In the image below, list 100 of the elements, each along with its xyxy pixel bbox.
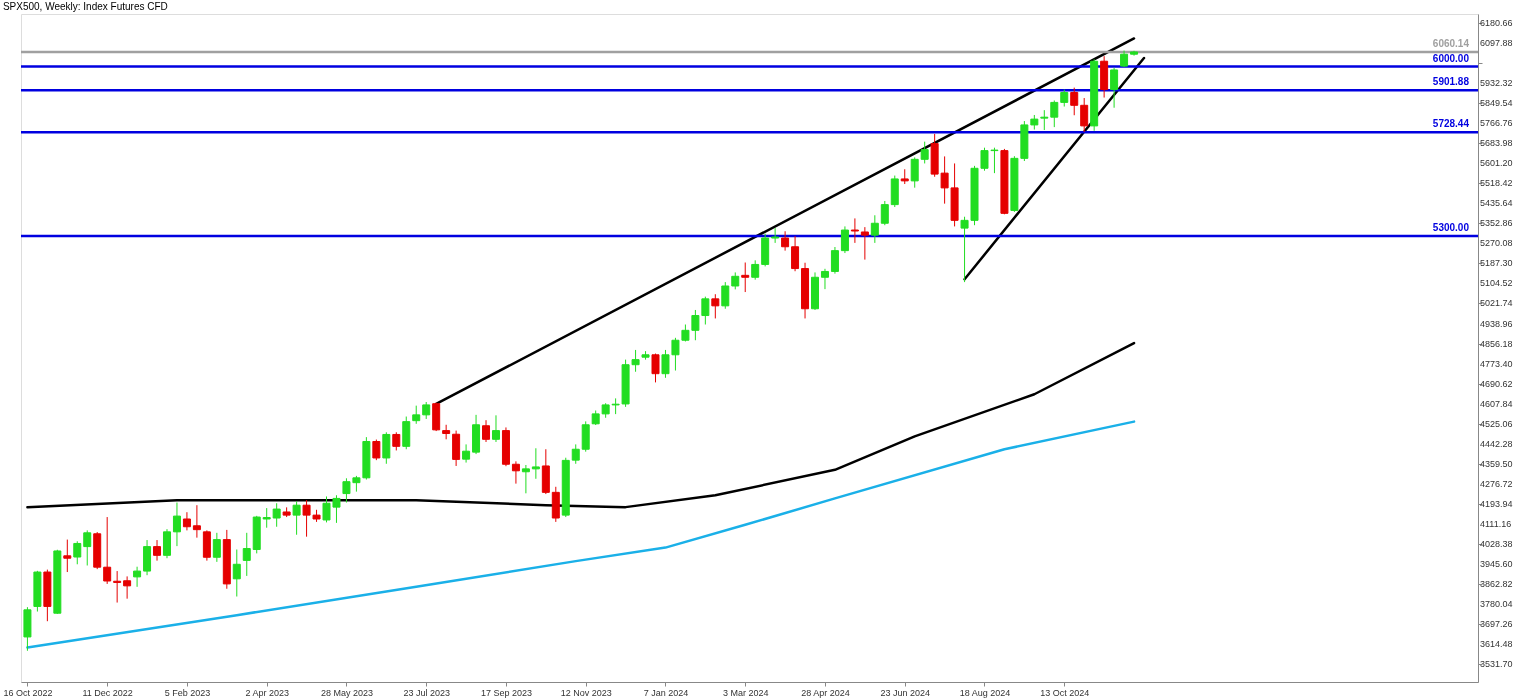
y-tick-label: 5932.32	[1480, 77, 1513, 88]
x-tick-label: 18 Aug 2024	[959, 687, 1011, 698]
candlestick	[531, 447, 540, 480]
candlestick	[73, 540, 82, 565]
candlestick	[63, 539, 72, 573]
x-tick-label: 16 Oct 2022	[3, 687, 53, 698]
x-tick-label: 13 Oct 2024	[1040, 687, 1090, 698]
y-tick-label: 3531.70	[1480, 659, 1513, 670]
candlestick	[212, 532, 221, 563]
y-tick-label: 3697.26	[1480, 619, 1513, 630]
y-tick-label: 4193.94	[1480, 498, 1513, 509]
ref-line-label: 5300.00	[1432, 222, 1470, 234]
candlestick	[1040, 109, 1049, 131]
y-tick-label: 4276.72	[1480, 478, 1513, 489]
y-tick-label: 5104.52	[1480, 278, 1513, 289]
candlestick	[521, 464, 530, 494]
candlestick	[741, 262, 750, 293]
x-tick-label: 3 Mar 2024	[722, 687, 769, 698]
ref-line-label: 5728.44	[1432, 118, 1470, 130]
y-tick-label: 6180.66	[1480, 17, 1513, 28]
y-tick-label: 5270.08	[1480, 238, 1513, 249]
y-tick-label: 4773.40	[1480, 358, 1513, 369]
candlestick	[651, 353, 660, 383]
candlestick	[272, 502, 281, 528]
candlestick	[511, 460, 520, 485]
candlestick	[182, 511, 191, 531]
candlestick	[910, 156, 919, 189]
candlestick	[920, 141, 929, 164]
y-tick-label: 4938.96	[1480, 318, 1513, 329]
y-tick-label: 3862.82	[1480, 579, 1513, 590]
ref-line-label: 5901.88	[1432, 76, 1470, 88]
y-tick-label: 4111.16	[1480, 519, 1512, 530]
candlestick	[1110, 67, 1119, 109]
y-tick-label: 4028.38	[1480, 539, 1513, 550]
x-tick-label: 17 Sep 2023	[480, 687, 532, 698]
y-tick-label: 6097.88	[1480, 37, 1513, 48]
candlestick	[721, 281, 730, 310]
candlestick	[711, 293, 720, 319]
candlestick	[482, 419, 491, 443]
y-tick-label: 4690.62	[1480, 378, 1513, 389]
x-tick-label: 7 Jan 2024	[643, 687, 689, 698]
candlestick	[791, 235, 800, 272]
y-tick-label: 4359.50	[1480, 458, 1513, 469]
candlestick	[153, 539, 162, 562]
candlestick	[830, 246, 839, 275]
candlestick	[1080, 97, 1089, 133]
candlestick	[850, 217, 859, 244]
candlestick	[781, 230, 790, 252]
candlestick	[192, 504, 201, 539]
x-tick-label: 28 Apr 2024	[801, 687, 850, 698]
y-tick-label: 5518.42	[1480, 178, 1513, 189]
candlestick	[412, 405, 421, 425]
x-tick-label: 5 Feb 2023	[164, 687, 211, 698]
candlestick	[382, 431, 391, 465]
candlestick	[372, 439, 381, 461]
y-tick-label: 5187.30	[1480, 258, 1513, 269]
y-tick-label: 4442.28	[1480, 438, 1513, 449]
y-tick-label: 5683.98	[1480, 138, 1513, 149]
y-tick-label: 3780.04	[1480, 599, 1513, 610]
candlestick	[262, 507, 271, 529]
y-tick-label: 3614.48	[1480, 639, 1513, 650]
candlestick	[242, 532, 251, 577]
x-tick-label: 23 Jun 2024	[880, 687, 931, 698]
x-tick-label: 23 Jul 2023	[403, 687, 450, 698]
candlestick	[133, 566, 142, 588]
y-tick-label: 5435.64	[1480, 198, 1513, 209]
candlestick	[232, 549, 241, 597]
y-tick-label: 5849.54	[1480, 98, 1513, 108]
candlestick	[163, 528, 171, 559]
candlestick	[113, 570, 122, 604]
candlestick	[442, 424, 451, 440]
chart-title: SPX500, Weekly: Index Futures CFD	[2, 1, 168, 12]
candlestick	[462, 443, 471, 464]
candlestick	[860, 226, 869, 261]
candlestick	[771, 227, 780, 244]
ref-line-label: 6000.00	[1432, 52, 1470, 64]
candlestick	[571, 443, 580, 465]
candlestick	[392, 431, 401, 451]
x-tick-label: 12 Nov 2023	[560, 687, 612, 698]
y-tick-label: 4856.18	[1480, 338, 1513, 349]
candlestick	[880, 200, 889, 226]
candlestick	[1050, 99, 1059, 128]
y-tick-label: 4607.84	[1480, 398, 1513, 409]
candlestick	[840, 225, 849, 254]
y-tick-label: 5352.86	[1480, 218, 1513, 229]
candlestick	[292, 500, 301, 536]
line-series	[26, 420, 1136, 649]
candlestick	[103, 516, 112, 585]
y-tick-label: 5766.76	[1480, 118, 1513, 129]
ref-line-label: 6060.14	[1432, 37, 1470, 49]
candlestick	[123, 575, 132, 600]
candlestick	[870, 214, 879, 244]
y-tick-label: 3945.60	[1480, 559, 1513, 570]
candlestick	[172, 502, 181, 547]
candlestick	[1070, 87, 1079, 116]
y-tick-label: 4525.06	[1480, 418, 1513, 429]
x-tick-label: 11 Dec 2022	[82, 687, 133, 698]
y-tick-label: 5021.74	[1480, 298, 1513, 309]
x-tick-label: 28 May 2023	[320, 687, 373, 698]
candlestick	[83, 529, 92, 566]
